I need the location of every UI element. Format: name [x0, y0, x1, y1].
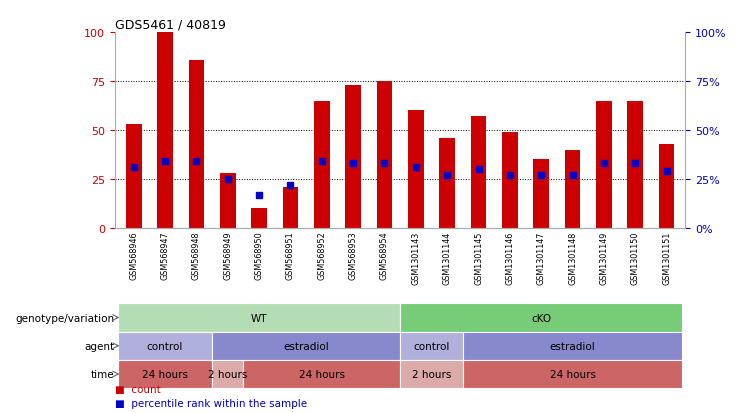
Text: GSM568950: GSM568950	[255, 231, 264, 279]
Point	[504, 172, 516, 179]
Text: GSM568951: GSM568951	[286, 231, 295, 279]
Bar	[118, 332, 212, 360]
Text: GSM568952: GSM568952	[317, 231, 326, 279]
Text: control: control	[147, 341, 183, 351]
Text: 24 hours: 24 hours	[299, 369, 345, 379]
Point	[661, 169, 673, 175]
Bar	[565, 150, 580, 228]
Point	[535, 172, 547, 179]
Text: GSM568954: GSM568954	[380, 231, 389, 279]
Bar	[314, 102, 330, 228]
Point	[190, 159, 202, 165]
Point	[629, 161, 641, 167]
Text: GSM1301144: GSM1301144	[442, 231, 452, 284]
Text: GSM1301145: GSM1301145	[474, 231, 483, 284]
Bar	[400, 304, 682, 332]
Text: cKO: cKO	[531, 313, 551, 323]
Text: control: control	[413, 341, 450, 351]
Bar	[471, 117, 486, 228]
Text: GSM1301149: GSM1301149	[599, 231, 608, 284]
Bar	[400, 332, 463, 360]
Bar	[282, 188, 298, 228]
Bar	[400, 360, 463, 388]
Bar	[212, 360, 243, 388]
Text: 2 hours: 2 hours	[208, 369, 247, 379]
Bar	[243, 360, 400, 388]
Text: ■  percentile rank within the sample: ■ percentile rank within the sample	[115, 398, 307, 408]
Point	[253, 192, 265, 199]
Bar	[157, 33, 173, 228]
Text: GSM568948: GSM568948	[192, 231, 201, 279]
Point	[567, 172, 579, 179]
Point	[159, 159, 171, 165]
Text: 24 hours: 24 hours	[550, 369, 596, 379]
Text: GSM568949: GSM568949	[223, 231, 232, 279]
Bar	[408, 111, 424, 228]
Point	[473, 166, 485, 173]
Point	[222, 176, 233, 183]
Text: estradiol: estradiol	[550, 341, 596, 351]
Bar	[628, 102, 643, 228]
Text: GSM1301146: GSM1301146	[505, 231, 514, 284]
Text: GSM568946: GSM568946	[129, 231, 138, 279]
Bar	[534, 160, 549, 228]
Point	[379, 161, 391, 167]
Text: time: time	[90, 369, 114, 379]
Bar	[502, 133, 518, 228]
Text: genotype/variation: genotype/variation	[15, 313, 114, 323]
Point	[598, 161, 610, 167]
Text: WT: WT	[250, 313, 268, 323]
Point	[316, 159, 328, 165]
Text: 24 hours: 24 hours	[142, 369, 188, 379]
Point	[348, 161, 359, 167]
Bar	[118, 360, 212, 388]
Text: GSM568953: GSM568953	[348, 231, 358, 279]
Text: 2 hours: 2 hours	[412, 369, 451, 379]
Text: GSM1301147: GSM1301147	[536, 231, 545, 284]
Text: GSM1301148: GSM1301148	[568, 231, 577, 284]
Bar	[188, 60, 205, 228]
Bar	[439, 139, 455, 228]
Text: GSM1301151: GSM1301151	[662, 231, 671, 284]
Bar	[126, 125, 142, 228]
Point	[127, 165, 139, 171]
Bar	[659, 145, 674, 228]
Point	[285, 182, 296, 189]
Bar	[345, 86, 361, 228]
Bar	[376, 82, 392, 228]
Bar	[251, 209, 267, 228]
Text: estradiol: estradiol	[283, 341, 329, 351]
Point	[441, 172, 453, 179]
Bar	[463, 332, 682, 360]
Text: GSM1301150: GSM1301150	[631, 231, 639, 284]
Bar	[596, 102, 612, 228]
Bar	[118, 304, 400, 332]
Bar	[220, 174, 236, 228]
Point	[410, 165, 422, 171]
Bar	[463, 360, 682, 388]
Text: agent: agent	[84, 341, 114, 351]
Text: GDS5461 / 40819: GDS5461 / 40819	[115, 19, 226, 32]
Text: ■  count: ■ count	[115, 385, 161, 394]
Text: GSM568947: GSM568947	[161, 231, 170, 279]
Bar	[212, 332, 400, 360]
Text: GSM1301143: GSM1301143	[411, 231, 420, 284]
